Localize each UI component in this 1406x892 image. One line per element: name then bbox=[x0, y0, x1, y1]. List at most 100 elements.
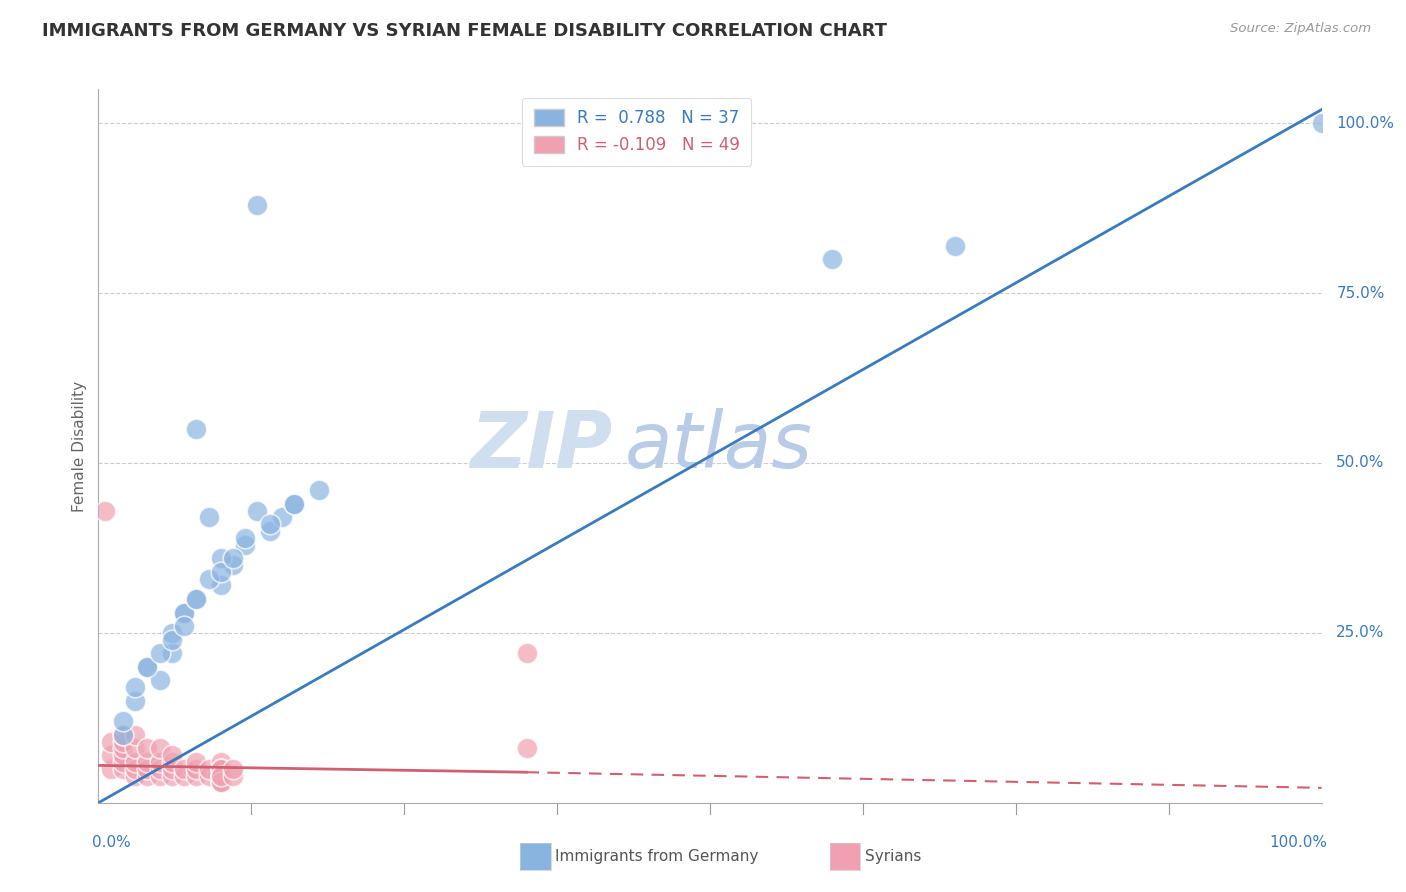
Text: ZIP: ZIP bbox=[470, 408, 612, 484]
Point bbox=[124, 769, 146, 783]
Point bbox=[515, 741, 537, 756]
Text: 25.0%: 25.0% bbox=[1336, 625, 1385, 640]
Point bbox=[111, 734, 134, 748]
Legend: R =  0.788   N = 37, R = -0.109   N = 49: R = 0.788 N = 37, R = -0.109 N = 49 bbox=[522, 97, 751, 166]
Point bbox=[209, 769, 232, 783]
Point bbox=[149, 646, 172, 660]
Point bbox=[209, 775, 232, 789]
Point bbox=[270, 510, 294, 524]
Point bbox=[186, 769, 208, 783]
Point bbox=[197, 572, 219, 586]
Point bbox=[173, 769, 195, 783]
Point bbox=[515, 646, 537, 660]
Point bbox=[222, 551, 245, 566]
Point bbox=[149, 755, 172, 769]
Point bbox=[283, 497, 305, 511]
Point bbox=[149, 762, 172, 776]
Point bbox=[149, 741, 172, 756]
Point bbox=[186, 762, 208, 776]
Point bbox=[209, 762, 232, 776]
Text: 100.0%: 100.0% bbox=[1270, 835, 1327, 850]
Point bbox=[209, 762, 232, 776]
Point bbox=[943, 238, 966, 252]
Point bbox=[136, 741, 159, 756]
Point bbox=[100, 734, 122, 748]
Point bbox=[160, 769, 183, 783]
Point bbox=[149, 673, 172, 688]
Point bbox=[160, 762, 183, 776]
Point bbox=[197, 762, 219, 776]
Point bbox=[308, 483, 330, 498]
Point bbox=[173, 762, 195, 776]
Point bbox=[111, 748, 134, 763]
Point bbox=[209, 565, 232, 579]
Point bbox=[209, 769, 232, 783]
Point bbox=[283, 497, 305, 511]
Text: Source: ZipAtlas.com: Source: ZipAtlas.com bbox=[1230, 22, 1371, 36]
Point bbox=[186, 755, 208, 769]
Text: 0.0%: 0.0% bbox=[93, 835, 131, 850]
Point bbox=[246, 503, 269, 517]
Point bbox=[209, 551, 232, 566]
Text: 50.0%: 50.0% bbox=[1336, 456, 1385, 470]
Point bbox=[233, 531, 256, 545]
Point bbox=[160, 632, 183, 647]
Point bbox=[124, 680, 146, 694]
Point bbox=[136, 769, 159, 783]
Text: IMMIGRANTS FROM GERMANY VS SYRIAN FEMALE DISABILITY CORRELATION CHART: IMMIGRANTS FROM GERMANY VS SYRIAN FEMALE… bbox=[42, 22, 887, 40]
Point bbox=[111, 762, 134, 776]
Point bbox=[222, 762, 245, 776]
Text: 75.0%: 75.0% bbox=[1336, 285, 1385, 301]
Text: atlas: atlas bbox=[624, 408, 813, 484]
Point bbox=[136, 660, 159, 674]
Point bbox=[246, 198, 269, 212]
Point bbox=[93, 503, 115, 517]
Point bbox=[160, 626, 183, 640]
Text: Syrians: Syrians bbox=[865, 849, 921, 863]
Point bbox=[124, 694, 146, 708]
Point bbox=[209, 762, 232, 776]
Point bbox=[173, 619, 195, 633]
Point bbox=[124, 728, 146, 742]
Point bbox=[209, 578, 232, 592]
Point bbox=[259, 517, 281, 532]
Point bbox=[111, 755, 134, 769]
Point bbox=[136, 762, 159, 776]
Point bbox=[173, 606, 195, 620]
Point bbox=[209, 769, 232, 783]
Point bbox=[197, 510, 219, 524]
Point bbox=[136, 660, 159, 674]
Point bbox=[821, 252, 844, 266]
Point bbox=[111, 714, 134, 729]
Point bbox=[222, 769, 245, 783]
Point bbox=[209, 775, 232, 789]
Y-axis label: Female Disability: Female Disability bbox=[72, 380, 87, 512]
Point bbox=[100, 762, 122, 776]
Point bbox=[186, 591, 208, 606]
Point bbox=[160, 748, 183, 763]
Point bbox=[209, 775, 232, 789]
Point bbox=[222, 558, 245, 572]
Point bbox=[173, 606, 195, 620]
Point bbox=[160, 646, 183, 660]
Point bbox=[209, 769, 232, 783]
Point bbox=[124, 762, 146, 776]
Point bbox=[259, 524, 281, 538]
Point bbox=[233, 537, 256, 551]
Point bbox=[209, 755, 232, 769]
Text: Immigrants from Germany: Immigrants from Germany bbox=[555, 849, 759, 863]
Point bbox=[160, 755, 183, 769]
Point bbox=[197, 769, 219, 783]
Point bbox=[186, 591, 208, 606]
Point bbox=[124, 741, 146, 756]
Point bbox=[124, 755, 146, 769]
Point bbox=[186, 422, 208, 436]
Point bbox=[1310, 116, 1333, 130]
Point bbox=[100, 748, 122, 763]
Text: 100.0%: 100.0% bbox=[1336, 116, 1395, 131]
Point bbox=[111, 728, 134, 742]
Point bbox=[136, 755, 159, 769]
Point bbox=[111, 728, 134, 742]
Point bbox=[149, 769, 172, 783]
Point bbox=[111, 741, 134, 756]
